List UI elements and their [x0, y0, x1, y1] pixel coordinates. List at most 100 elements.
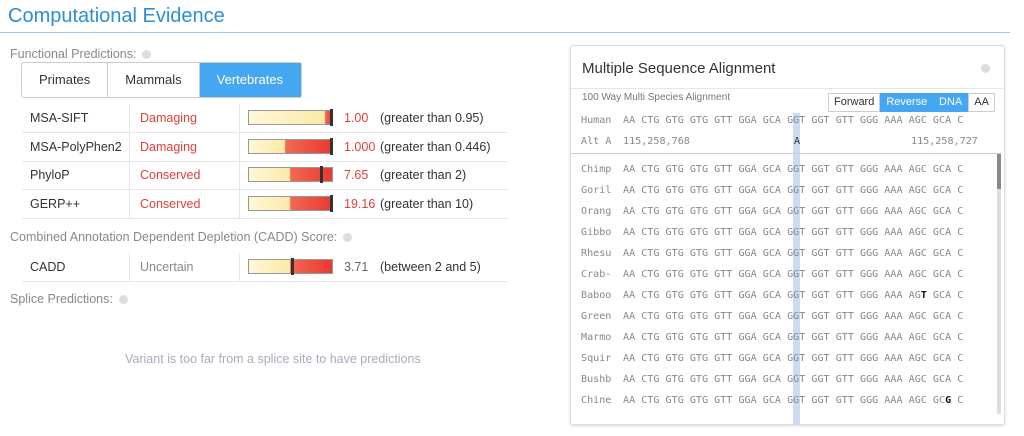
section-title: Computational Evidence — [8, 5, 225, 27]
tab[interactable]: Primates — [22, 63, 109, 97]
sequence-segment: AA CTG GTG GTG GTT GGA GCA GGT GGT GTT G… — [623, 353, 964, 364]
strand-toggle: Forward Reverse — [828, 93, 934, 112]
species-sequence: AA CTG GTG GTG GTT GGA GCA GGT GGT GTT G… — [623, 353, 963, 364]
cell-divider — [129, 104, 130, 132]
cell-divider — [239, 132, 240, 161]
species-name: Orang — [581, 206, 612, 217]
type-toggle: DNA AA — [933, 93, 995, 112]
score-value: 1.00 — [344, 111, 369, 125]
info-icon[interactable] — [142, 50, 152, 60]
alt-end: 115,258,727 — [911, 136, 978, 147]
toggle-button[interactable]: DNA — [933, 93, 969, 112]
score-value: 7.65 — [344, 168, 369, 183]
score-threshold: (greater than 2) — [380, 168, 467, 183]
predictor-name: GERP++ — [30, 197, 81, 212]
info-icon[interactable] — [981, 64, 990, 73]
species-name: Bushb — [581, 374, 612, 385]
predictor-name: MSA-PolyPhen2 — [30, 139, 122, 154]
prediction-row: GERP++ Conserved 19.16 (greater than 10) — [22, 190, 508, 220]
toggle-button[interactable]: Forward — [828, 93, 881, 112]
sequence-segment: AA CTG GTG GTG GTT GGA GCA GGT GGT GTT G… — [623, 290, 921, 301]
sequence-segment: AA CTG GTG GTG GTT GGA GCA GGT GGT GTT G… — [623, 227, 964, 238]
divider — [571, 153, 1001, 154]
section-label: Splice Predictions: — [10, 292, 128, 306]
panel-subtitle: 100 Way Multi Species Alignment — [582, 92, 731, 103]
tab-bar: Primates Mammals Vertebrates — [21, 62, 303, 98]
tab[interactable]: Vertebrates — [199, 63, 302, 97]
score-gauge — [248, 137, 333, 155]
alignment-rows: Chimp AA CTG GTG GTG GTT GGA GCA GGT GGT … — [571, 154, 996, 416]
species-sequence: AA CTG GTG GTG GTT GGA GCA GGT GGT GTT G… — [623, 269, 963, 280]
sequence-segment: AA CTG GTG GTG GTT GGA GCA GGT GGT GTT G… — [623, 248, 964, 259]
cell-divider — [239, 190, 240, 219]
species-sequence: AA CTG GTG GTG GTT GGA GCA GGT GGT GTT G… — [623, 227, 963, 238]
species-name: Green — [581, 311, 612, 322]
alt-allele: A — [794, 136, 801, 147]
sequence-segment: GCA C — [926, 290, 964, 301]
sequence-segment: C — [951, 395, 964, 406]
sequence-segment: AA CTG GTG GTG GTT GGA GCA GGT GGT GTT G… — [623, 374, 964, 385]
empty-message: Variant is too far from a splice site to… — [125, 352, 421, 366]
sequence-segment: AA CTG GTG GTG GTT GGA GCA GGT GGT GTT G… — [623, 311, 964, 322]
species-name: Squir — [581, 353, 612, 364]
alt-start: 115,258,768 — [623, 136, 690, 147]
score-gauge — [248, 109, 333, 126]
species-sequence: AA CTG GTG GTG GTT GGA GCA GGT GGT GTT G… — [623, 206, 963, 217]
score-value: 19.16 — [344, 197, 376, 212]
species-sequence: AA CTG GTG GTG GTT GGA GCA GGT GGT GTT G… — [623, 185, 963, 196]
species-sequence: AA CTG GTG GTG GTT GGA GCA GGT GGT GTT G… — [623, 164, 963, 175]
prediction-row: CADD Uncertain 3.71 (between 2 and 5) — [22, 253, 508, 282]
scrollbar-track[interactable] — [997, 154, 1001, 414]
prediction-result: Conserved — [140, 168, 201, 183]
toggle-button[interactable]: Reverse — [880, 93, 934, 112]
species-sequence: AA CTG GTG GTG GTT GGA GCA GGT GGT GTT G… — [623, 311, 963, 322]
gauge-marker — [329, 137, 333, 155]
prediction-row: MSA-PolyPhen2 Damaging 1.000 (greater than … — [22, 132, 508, 162]
sequence-segment: AA CTG GTG GTG GTT GGA GCA GGT GGT GTT G… — [623, 164, 964, 175]
species-name: Crab- — [581, 269, 612, 280]
species-name: Baboo — [581, 290, 612, 301]
predictor-name: MSA-SIFT — [30, 111, 89, 125]
cell-divider — [239, 104, 240, 132]
tab[interactable]: Mammals — [108, 63, 200, 97]
cell-divider — [129, 253, 130, 281]
sequence-segment: AA CTG GTG GTG GTT GGA GCA GGT GGT GTT G… — [623, 269, 964, 280]
species-sequence: AA CTG GTG GTG GTT GGA GCA GGT GGT GTT G… — [623, 395, 963, 406]
info-icon[interactable] — [118, 295, 128, 305]
score-value: 1.000 — [344, 139, 376, 154]
toggle-button[interactable]: AA — [968, 93, 995, 112]
prediction-result: Uncertain — [140, 260, 194, 274]
species-sequence: AA CTG GTG GTG GTT GGA GCA GGT GGT GTT G… — [623, 248, 963, 259]
reference-species: Human — [581, 115, 612, 126]
predictor-name: CADD — [30, 260, 66, 274]
cell-divider — [129, 190, 130, 219]
species-sequence: AA CTG GTG GTG GTT GGA GCA GGT GGT GTT G… — [623, 332, 963, 343]
species-name: Chine — [581, 395, 612, 406]
score-value: 3.71 — [344, 260, 369, 274]
species-sequence: AA CTG GTG GTG GTT GGA GCA GGT GGT GTT G… — [623, 290, 963, 301]
predictor-name: PhyloP — [30, 168, 70, 183]
score-threshold: (greater than 0.95) — [380, 111, 484, 125]
label-text: Splice Predictions: — [10, 292, 113, 306]
label-text: Functional Predictions: — [10, 47, 137, 61]
info-icon[interactable] — [343, 233, 353, 243]
prediction-row: PhyloP Conserved 7.65 (greater than 2) — [22, 161, 508, 191]
sequence-segment: T — [920, 290, 927, 301]
prediction-result: Damaging — [140, 111, 197, 125]
cell-divider — [239, 253, 240, 281]
scrollbar-thumb[interactable] — [997, 154, 1001, 189]
gauge-marker — [329, 109, 333, 126]
score-threshold: (greater than 10) — [380, 197, 474, 212]
alignment-panel: Multiple Sequence Alignment 100 Way Mult… — [570, 45, 1005, 425]
score-gauge — [248, 258, 333, 275]
cell-divider — [129, 132, 130, 161]
score-gauge — [248, 195, 333, 213]
species-sequence: AA CTG GTG GTG GTT GGA GCA GGT GGT GTT G… — [623, 374, 963, 385]
sequence-segment: AA CTG GTG GTG GTT GGA GCA GGT GGT GTT G… — [623, 395, 946, 406]
label-text: Combined Annotation Dependent Depletion … — [10, 230, 338, 244]
section-label: Functional Predictions: — [10, 47, 152, 61]
prediction-result: Conserved — [140, 197, 201, 212]
divider — [571, 88, 1004, 89]
species-name: Chimp — [581, 164, 612, 175]
